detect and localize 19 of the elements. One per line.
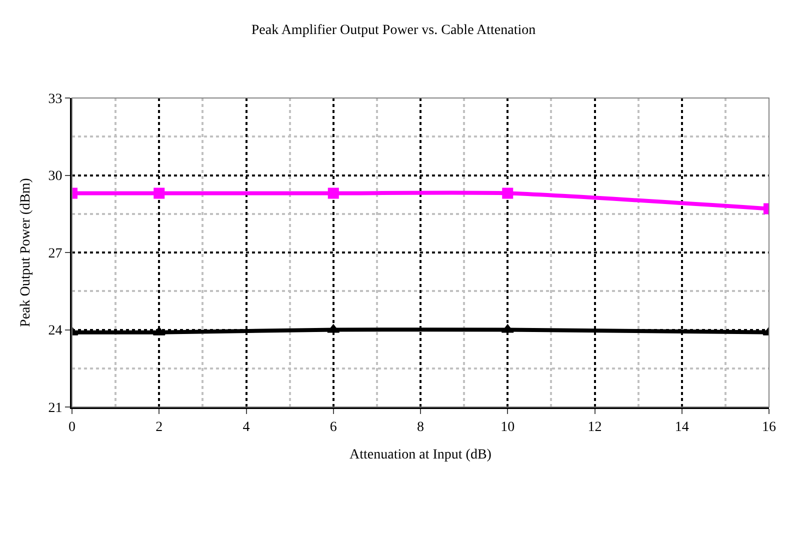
y-tick-label: 30 [48, 169, 62, 184]
x-axis-title: Attenuation at Input (dB) [350, 448, 492, 463]
y-tick-label: 27 [48, 246, 62, 262]
x-tick-label: 8 [417, 420, 424, 435]
point [328, 188, 339, 199]
x-tick-label: 0 [68, 420, 76, 435]
x-tick-label: 10 [500, 420, 515, 435]
x-tick-label: 14 [674, 420, 689, 435]
y-tick-label: 21 [48, 400, 62, 416]
x-tick-label: 2 [156, 420, 163, 435]
y-axis-title: Peak Output Power (dBm) [18, 178, 34, 327]
x-tick-label: 4 [242, 420, 250, 435]
point [502, 188, 514, 199]
x-tick-label: 12 [588, 420, 602, 435]
y-tick-label: 33 [48, 92, 62, 107]
chart-title: Peak Amplifier Output Power vs. Cable Attenation [251, 23, 536, 38]
x-tick-label: 16 [762, 420, 776, 435]
y-tick-label: 24 [48, 324, 62, 339]
x-tick-label: 6 [330, 420, 337, 435]
